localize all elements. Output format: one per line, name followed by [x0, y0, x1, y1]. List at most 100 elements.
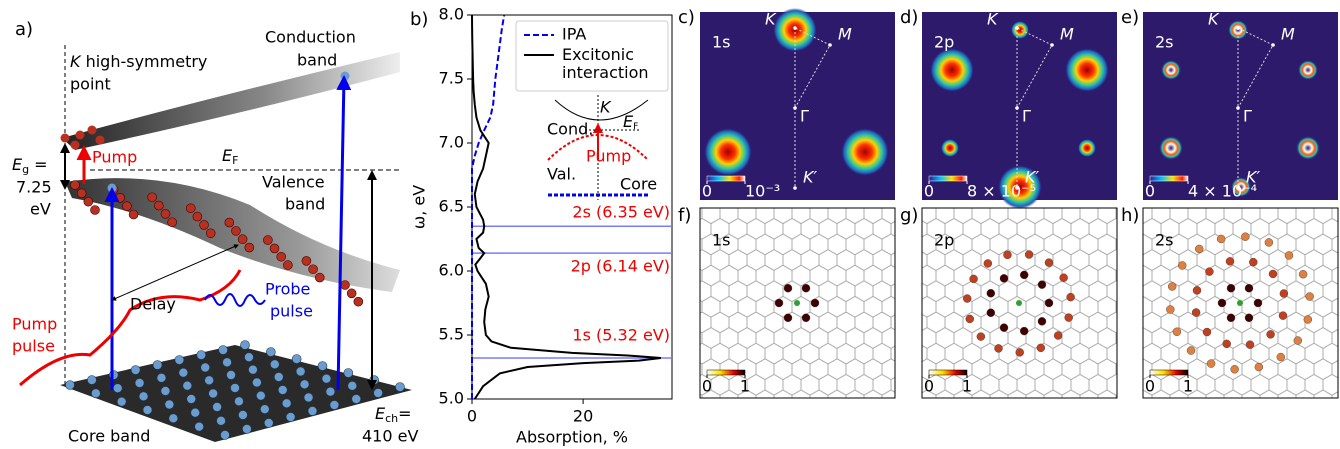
- inset-label: Val.: [547, 165, 576, 184]
- label: Delay: [130, 295, 176, 314]
- label: Pump: [12, 315, 57, 334]
- site-amplitude: [1241, 233, 1249, 241]
- intensity-spot: [704, 128, 752, 176]
- valence-particle: [161, 209, 170, 218]
- label: point: [70, 75, 111, 94]
- valence-particle: [315, 273, 324, 282]
- site-amplitude: [1277, 353, 1285, 361]
- core-particle: [292, 355, 301, 364]
- intensity-spot: [1011, 21, 1029, 39]
- valence-particle: [91, 206, 100, 215]
- valence-particle: [129, 210, 138, 219]
- site-amplitude: [987, 309, 995, 317]
- x-axis-label: Absorption, %: [516, 428, 628, 447]
- site-amplitude: [1168, 282, 1176, 290]
- core-particle: [300, 380, 309, 389]
- site-amplitude: [1203, 328, 1211, 336]
- label: 410 eV: [362, 427, 418, 446]
- core-particle: [66, 381, 75, 390]
- state-label: 2s: [1155, 33, 1174, 52]
- site-amplitude: [811, 299, 819, 307]
- valence-particle: [309, 265, 318, 274]
- intensity-spot: [941, 139, 959, 157]
- label: Ech=: [375, 404, 412, 426]
- colorbar-tick-label: 0: [924, 377, 934, 396]
- inset-label: Cond.: [547, 120, 593, 139]
- site-amplitude: [1227, 314, 1235, 322]
- map-panel: c)1sKMΓK′010⁻³: [678, 7, 895, 201]
- core-particle: [231, 384, 240, 393]
- site-amplitude: [1245, 284, 1253, 292]
- core-particle: [219, 346, 228, 355]
- site-amplitude: [1280, 290, 1288, 298]
- core-particle: [252, 378, 261, 387]
- site-amplitude: [1045, 259, 1053, 267]
- valence-particle: [77, 189, 86, 198]
- site-amplitude: [995, 344, 1003, 352]
- site-amplitude: [1267, 330, 1275, 338]
- site-amplitude: [1304, 316, 1312, 324]
- electron: [88, 126, 97, 135]
- site-amplitude: [1016, 348, 1024, 356]
- site-amplitude: [987, 289, 995, 297]
- subscript: F: [232, 154, 238, 167]
- bz-point: [1015, 106, 1019, 110]
- valence-particle: [354, 297, 363, 306]
- subscript: F: [633, 122, 638, 132]
- core-particle: [270, 360, 279, 369]
- site-amplitude: [1178, 261, 1186, 269]
- label: band: [297, 51, 337, 70]
- panel-label: g): [900, 205, 918, 226]
- figure: a) K high-symmetry point Conduction band…: [0, 0, 1340, 449]
- core-particle: [87, 376, 96, 385]
- label: pulse: [270, 302, 313, 321]
- valence-particle: [225, 218, 234, 227]
- state-label: 1s (5.32 eV): [572, 326, 670, 345]
- core-particle: [296, 367, 305, 376]
- site-amplitude: [1025, 251, 1033, 259]
- site-amplitude: [784, 284, 792, 292]
- valence-particle: [231, 226, 240, 235]
- core-particle: [139, 392, 148, 401]
- y-axis-label: ω, eV: [410, 185, 429, 229]
- bz-point: [1050, 43, 1054, 47]
- colorbar-tick-label: 0: [924, 182, 934, 201]
- site-amplitude: [1173, 328, 1181, 336]
- label: eV: [30, 200, 51, 219]
- core-particle: [242, 425, 251, 434]
- k-point-label: Γ: [800, 107, 809, 126]
- core-particle: [326, 387, 335, 396]
- core-particle: [195, 422, 204, 431]
- center-site: [794, 300, 800, 306]
- valence-particle: [302, 256, 311, 265]
- valence-particle: [200, 220, 209, 229]
- valence-particle: [270, 244, 279, 253]
- valence-particle: [206, 229, 215, 238]
- core-particle: [238, 411, 247, 420]
- colorbar: [707, 370, 745, 375]
- core-particle: [396, 383, 405, 392]
- site-amplitude: [1207, 360, 1215, 368]
- valence-particle: [84, 197, 93, 206]
- core-particle: [217, 416, 226, 425]
- label: Core band: [68, 427, 150, 446]
- intensity-spot: [1296, 136, 1320, 160]
- site-amplitude: [984, 259, 992, 267]
- core-particle: [264, 419, 273, 428]
- site-amplitude: [1269, 270, 1277, 278]
- core-particle: [201, 363, 210, 372]
- valence-particle: [263, 236, 272, 245]
- site-amplitude: [1306, 292, 1314, 300]
- y-tick-label: 5.5: [439, 325, 464, 344]
- core-particle: [165, 400, 174, 409]
- valence-particle: [277, 252, 286, 261]
- core-particle: [234, 397, 243, 406]
- site-amplitude: [970, 275, 978, 283]
- core-particle: [227, 371, 236, 380]
- site-amplitude: [1166, 306, 1174, 314]
- core-particle: [91, 389, 100, 398]
- site-amplitude: [963, 295, 971, 303]
- y-tick-label: 8.0: [439, 5, 464, 24]
- core-particle: [183, 381, 192, 390]
- inset-label: EF: [623, 112, 638, 132]
